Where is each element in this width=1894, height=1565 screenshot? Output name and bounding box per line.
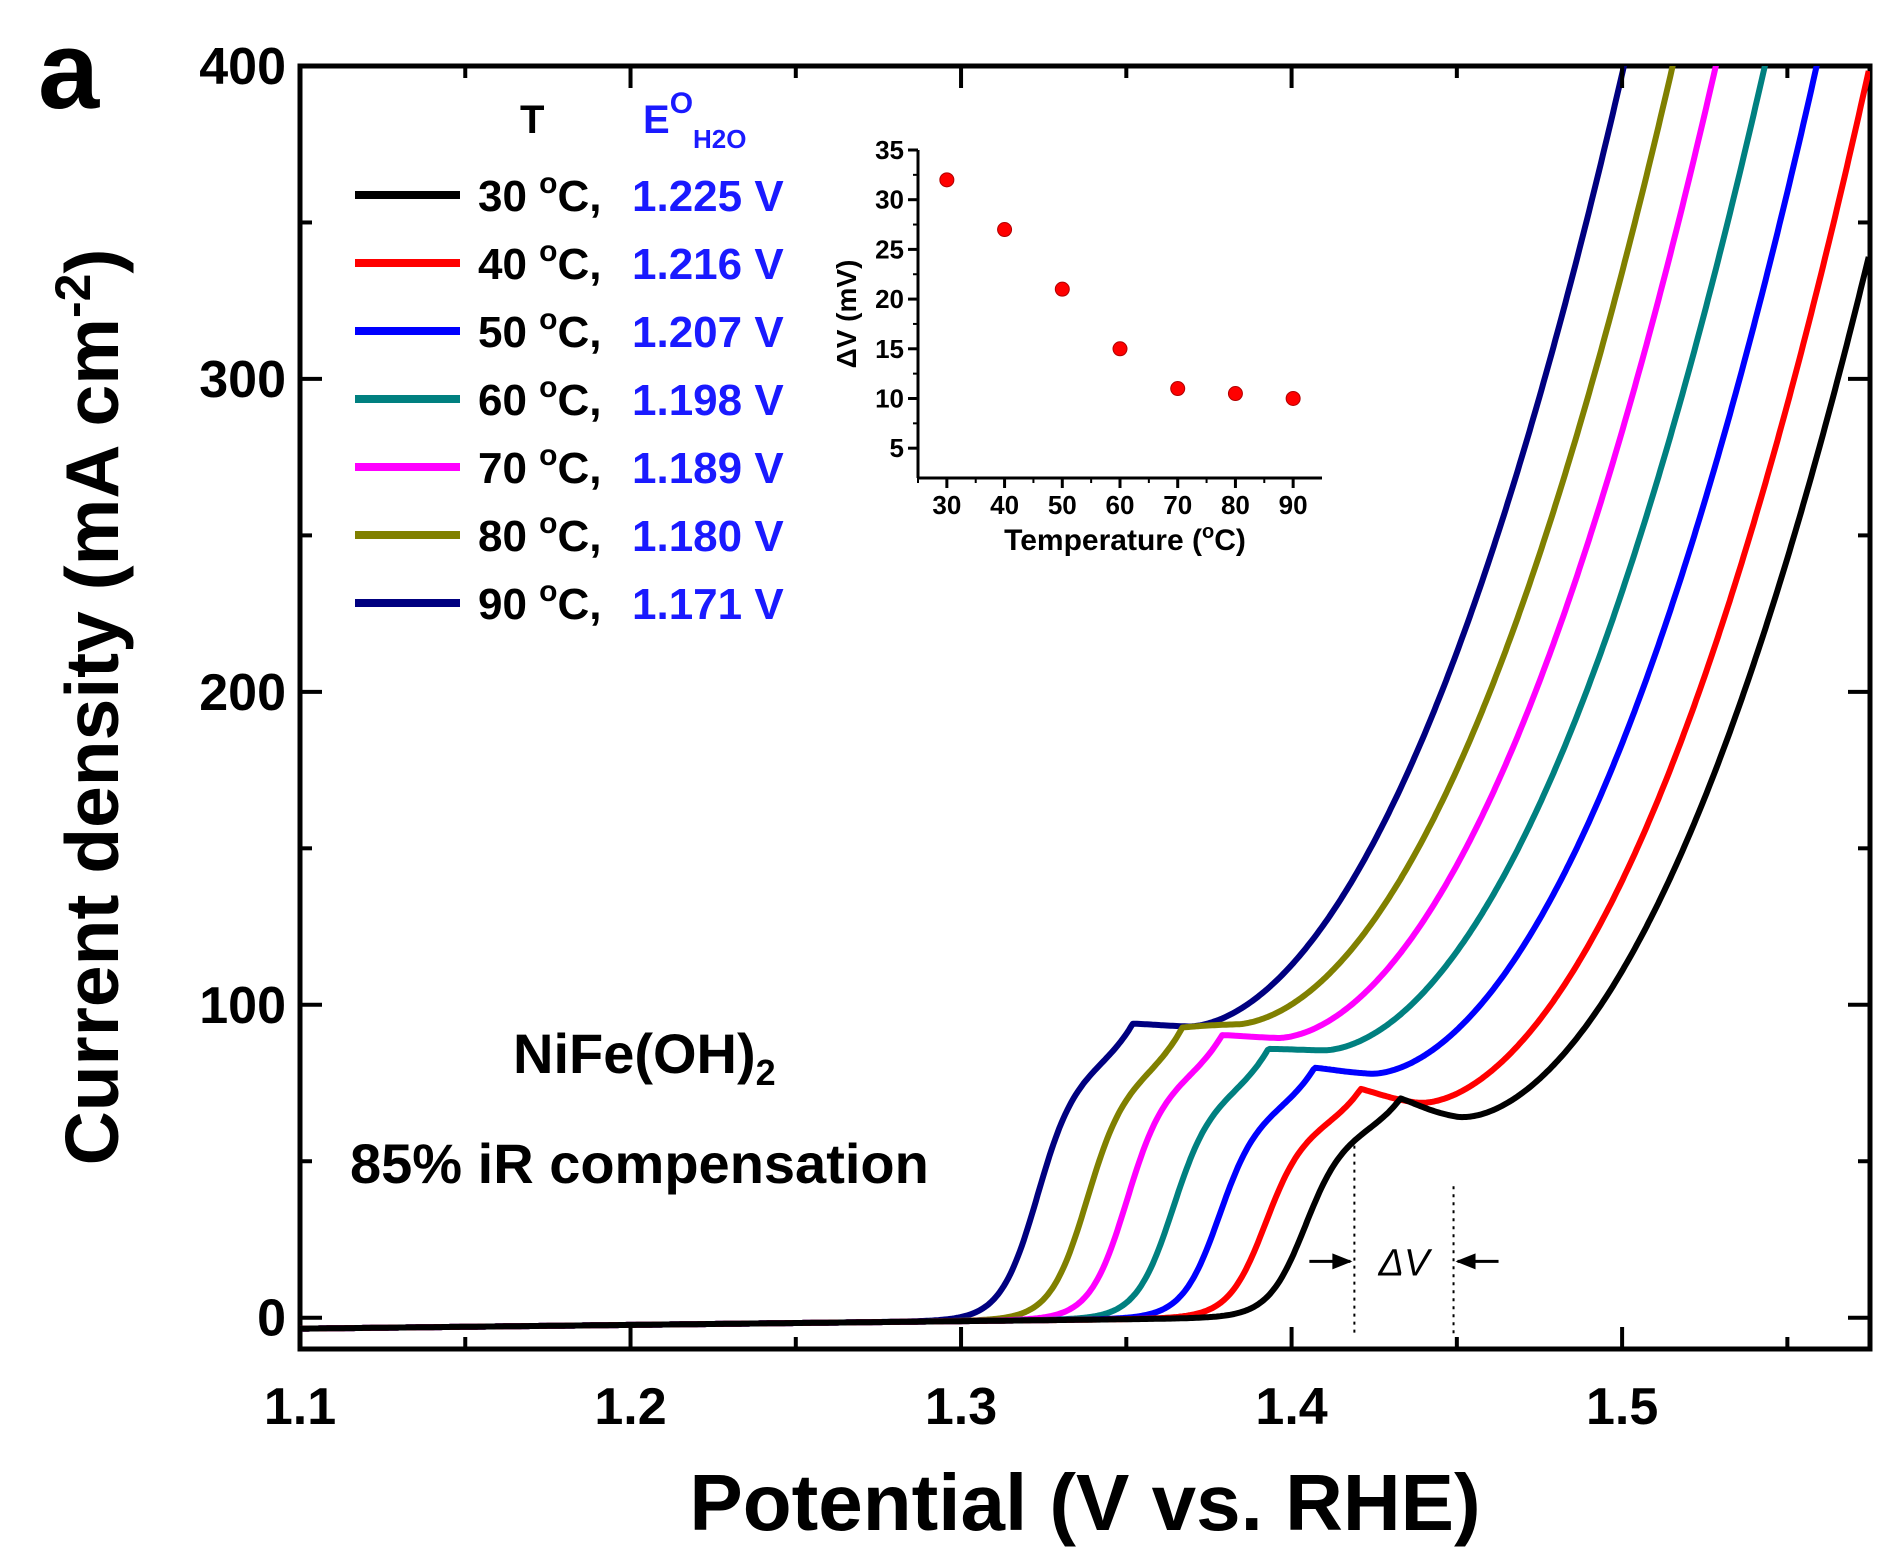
inset-x-tick-label: 80 bbox=[1221, 490, 1250, 520]
legend-temp-90: 90 oC, bbox=[478, 575, 602, 629]
legend-e0-50: 1.207 V bbox=[632, 308, 784, 357]
legend-temp-60: 60 oC, bbox=[478, 371, 602, 425]
delta-v-label: ΔV bbox=[1378, 1242, 1433, 1284]
x-tick-label: 1.2 bbox=[594, 1378, 666, 1436]
series-line-30 bbox=[300, 256, 1870, 1332]
delta-v-left-arrowhead bbox=[1332, 1253, 1353, 1270]
main-plot-frame bbox=[297, 63, 1873, 1352]
y-tick-label: 0 bbox=[257, 1290, 286, 1348]
legend-e0-60: 1.198 V bbox=[632, 376, 784, 425]
legend-e0-30: 1.225 V bbox=[632, 172, 784, 221]
legend-e0-70: 1.189 V bbox=[632, 444, 784, 493]
inset-point-80 bbox=[1227, 386, 1243, 402]
legend-temp-30: 30 oC, bbox=[478, 167, 602, 221]
y-tick-label: 100 bbox=[199, 977, 286, 1035]
legend-e0-40: 1.216 V bbox=[632, 240, 784, 289]
legend-temp-50: 50 oC, bbox=[478, 303, 602, 357]
inset-point-90 bbox=[1285, 390, 1301, 406]
main-curves bbox=[300, 66, 1870, 1332]
inset-x-tick-label: 90 bbox=[1279, 490, 1308, 520]
y-tick-label: 300 bbox=[199, 351, 286, 409]
inset-x-label: Temperature (oC) bbox=[1004, 521, 1246, 557]
inset-x-tick-label: 70 bbox=[1163, 490, 1192, 520]
inset-point-70 bbox=[1170, 381, 1186, 397]
legend-header-e: EOH2O bbox=[643, 87, 747, 154]
legend-temp-40: 40 oC, bbox=[478, 235, 602, 289]
y-tick-label: 400 bbox=[199, 38, 286, 96]
legend: T EOH2O 30 oC, 1.225 V 40 oC, 1.216 V 50 oC,… bbox=[355, 87, 784, 629]
compensation-label: 85% iR compensation bbox=[350, 1132, 929, 1195]
legend-e0-80: 1.180 V bbox=[632, 512, 784, 561]
inset-y-tick-label: 20 bbox=[875, 284, 904, 314]
y-tick-label: 200 bbox=[199, 664, 286, 722]
inset-y-tick-label: 15 bbox=[875, 334, 904, 364]
inset-point-30 bbox=[939, 172, 955, 188]
inset-x-tick-label: 40 bbox=[990, 490, 1019, 520]
inset-y-tick-label: 10 bbox=[875, 383, 904, 413]
delta-v-annotation: ΔV bbox=[1309, 1145, 1499, 1334]
inset-y-label: ΔV (mV) bbox=[831, 260, 862, 369]
inset-y-tick-label: 25 bbox=[875, 234, 904, 264]
legend-temp-70: 70 oC, bbox=[478, 439, 602, 493]
x-tick-label: 1.3 bbox=[925, 1378, 997, 1436]
x-tick-label: 1.1 bbox=[264, 1378, 336, 1436]
inset-x-tick-label: 50 bbox=[1048, 490, 1077, 520]
x-axis-label: Potential (V vs. RHE) bbox=[689, 1458, 1480, 1547]
inset-y-tick-label: 5 bbox=[890, 433, 904, 463]
legend-temp-80: 80 oC, bbox=[478, 507, 602, 561]
inset-chart: 5 10 15 20 25 30 35 30 40 50 60 70 80 90 Temperature (… bbox=[831, 135, 1322, 557]
inset-y-tick-label: 35 bbox=[875, 135, 904, 165]
legend-e0-90: 1.171 V bbox=[632, 580, 784, 629]
main-axes: 1.1 1.2 1.3 1.4 1.5 0 100 200 300 400 bbox=[199, 38, 1870, 1436]
inset-x-tick-label: 30 bbox=[932, 490, 961, 520]
x-tick-label: 1.5 bbox=[1586, 1378, 1658, 1436]
inset-x-tick-label: 60 bbox=[1106, 490, 1135, 520]
delta-v-right-arrowhead bbox=[1455, 1253, 1476, 1270]
inset-point-60 bbox=[1112, 341, 1128, 357]
legend-header-t: T bbox=[520, 98, 544, 142]
sample-label: NiFe(OH)2 bbox=[513, 1022, 776, 1093]
inset-point-40 bbox=[997, 222, 1013, 238]
inset-point-50 bbox=[1054, 281, 1070, 297]
x-tick-label: 1.4 bbox=[1255, 1378, 1327, 1436]
inset-y-tick-label: 30 bbox=[875, 185, 904, 215]
y-axis-label: Current density (mA cm-2) bbox=[45, 249, 134, 1166]
panel-label: a bbox=[38, 9, 100, 132]
